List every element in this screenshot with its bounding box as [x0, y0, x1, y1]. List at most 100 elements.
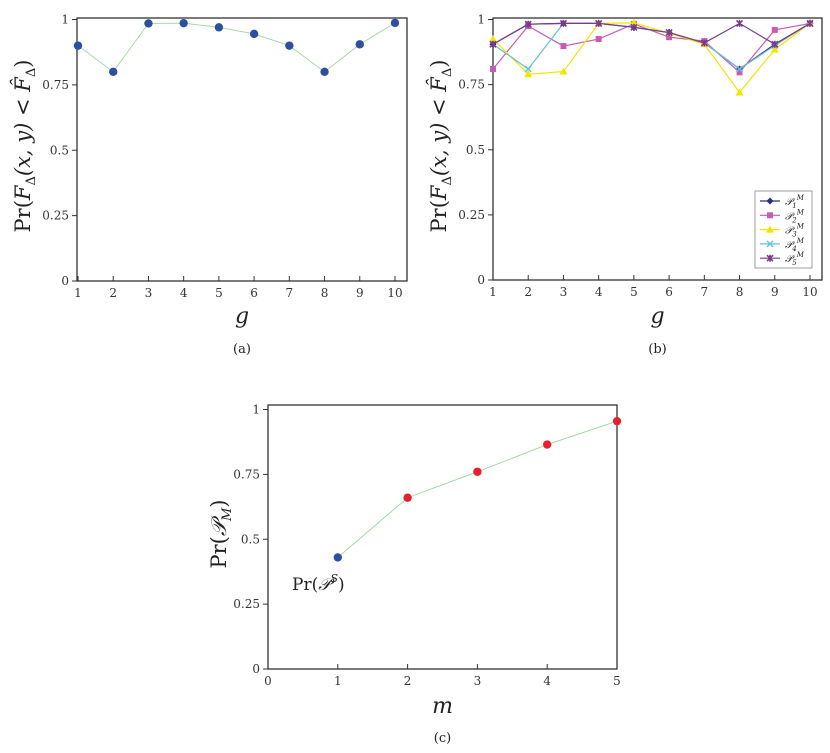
plot-frame — [492, 17, 823, 281]
data-point — [473, 467, 482, 476]
y-tick-label: 0.5 — [50, 143, 69, 157]
y-tick-label: 0 — [252, 662, 260, 676]
annotation-pr-ps: Pr(𝒫S) — [292, 572, 345, 595]
data-point — [489, 35, 497, 43]
x-axis-label: m — [432, 694, 453, 719]
data-point — [524, 65, 532, 73]
y-tick-label: 0.25 — [233, 597, 260, 611]
data-point — [320, 67, 329, 77]
chart-b: 0 0.25 0.5 0.75 1 1 2 3 4 5 6 7 8 9 10 g Pr(FΔ(x, y) < F… — [427, 13, 823, 357]
data-point — [73, 41, 83, 50]
y-axis-label: Pr(𝒫M) — [207, 499, 235, 568]
x-axis: 0 1 2 3 4 5 — [264, 664, 621, 688]
legend-marker — [766, 197, 774, 205]
x-tick-label: 1 — [334, 674, 342, 688]
x-tick-label: 2 — [404, 674, 412, 688]
y-tick-label: 0.75 — [458, 78, 485, 92]
x-tick-label: 3 — [145, 286, 153, 300]
plot-frame — [267, 404, 618, 670]
series-line — [492, 22, 811, 74]
x-tick-label: 7 — [701, 285, 709, 299]
legend-label: 𝒫1M — [785, 194, 805, 210]
y-axis-label: Pr(FΔ(x, y) < F̂Δ) — [11, 60, 39, 233]
x-tick-label: 5 — [630, 285, 638, 299]
data-point — [666, 34, 673, 41]
data-point — [559, 67, 568, 75]
legend-item-P2M: 𝒫2M — [760, 208, 805, 224]
data-point — [700, 39, 708, 47]
data-point — [489, 40, 497, 48]
x-tick-label: 2 — [524, 285, 532, 299]
series-line — [492, 22, 811, 94]
figure-caption: (c) — [434, 731, 451, 746]
x-tick-label: 2 — [109, 286, 117, 300]
x-tick-label: 4 — [543, 674, 551, 688]
y-tick-label: 0.5 — [241, 532, 260, 546]
x-axis: 1 2 3 4 5 6 7 8 9 10 — [74, 276, 403, 300]
data-point — [771, 40, 779, 48]
series-P2M — [490, 20, 813, 76]
x-tick-label: 9 — [771, 285, 779, 299]
x-axis: 1 2 3 4 5 6 7 8 9 10 — [489, 275, 818, 299]
legend-label: 𝒫4M — [785, 237, 805, 253]
data-point — [612, 416, 622, 426]
legend-item-P4M: 𝒫4M — [760, 237, 805, 253]
data-point — [355, 40, 364, 49]
x-tick-label: 7 — [286, 286, 294, 300]
legend-marker — [767, 212, 773, 219]
data-point — [630, 23, 638, 31]
data-point — [403, 493, 412, 502]
x-tick-label: 10 — [802, 285, 817, 299]
legend-marker — [766, 225, 774, 233]
y-axis: 0 0.25 0.5 0.75 1 — [42, 13, 77, 288]
x-tick-label: 9 — [356, 286, 364, 300]
x-tick-label: 3 — [474, 674, 482, 688]
data-point — [390, 18, 400, 28]
x-tick-label: 5 — [613, 674, 621, 688]
legend-item-P1M: 𝒫1M — [760, 194, 805, 210]
data-point — [595, 36, 602, 43]
series-line — [77, 22, 396, 73]
y-tick-label: 1 — [252, 403, 260, 417]
data-point — [214, 23, 224, 32]
y-axis-label: Pr(FΔ(x, y) < F̂Δ) — [427, 60, 455, 233]
data-point — [665, 28, 673, 37]
x-tick-label: 6 — [250, 286, 258, 300]
data-point — [285, 41, 294, 50]
x-tick-label: 4 — [180, 286, 188, 300]
series-Pr(P_M) — [333, 416, 622, 562]
y-tick-label: 1 — [61, 13, 69, 27]
y-axis: 0 0.25 0.5 0.75 1 — [458, 13, 493, 287]
data-point — [524, 20, 532, 28]
data-point — [179, 18, 188, 28]
x-tick-label: 5 — [215, 286, 223, 300]
y-tick-label: 0 — [477, 273, 485, 287]
data-point — [490, 65, 496, 72]
data-point — [770, 45, 779, 53]
series-P5M — [489, 19, 814, 48]
data-point — [595, 19, 603, 27]
series-Pr — [73, 18, 400, 77]
data-point — [629, 18, 638, 26]
data-point — [144, 19, 153, 28]
legend-marker — [766, 240, 774, 248]
x-tick-label: 3 — [560, 285, 568, 299]
legend-label: 𝒫3M — [785, 223, 805, 239]
data-point — [771, 26, 778, 33]
y-tick-label: 0.5 — [466, 143, 485, 157]
y-tick-label: 0.75 — [42, 78, 69, 92]
figure-caption: (a) — [233, 342, 251, 357]
series-line — [492, 22, 811, 45]
plot-frame — [76, 17, 408, 282]
y-tick-label: 0.75 — [233, 467, 260, 481]
legend-item-P5M: 𝒫5M — [760, 251, 805, 267]
x-tick-label: 8 — [736, 285, 744, 299]
data-point — [543, 440, 552, 449]
x-tick-label: 1 — [489, 285, 497, 299]
data-point — [524, 70, 533, 78]
data-point — [249, 29, 259, 39]
data-point — [735, 19, 744, 27]
legend-item-P3M: 𝒫3M — [760, 223, 805, 239]
data-point — [735, 88, 744, 96]
legend-label: 𝒫5M — [785, 251, 805, 267]
